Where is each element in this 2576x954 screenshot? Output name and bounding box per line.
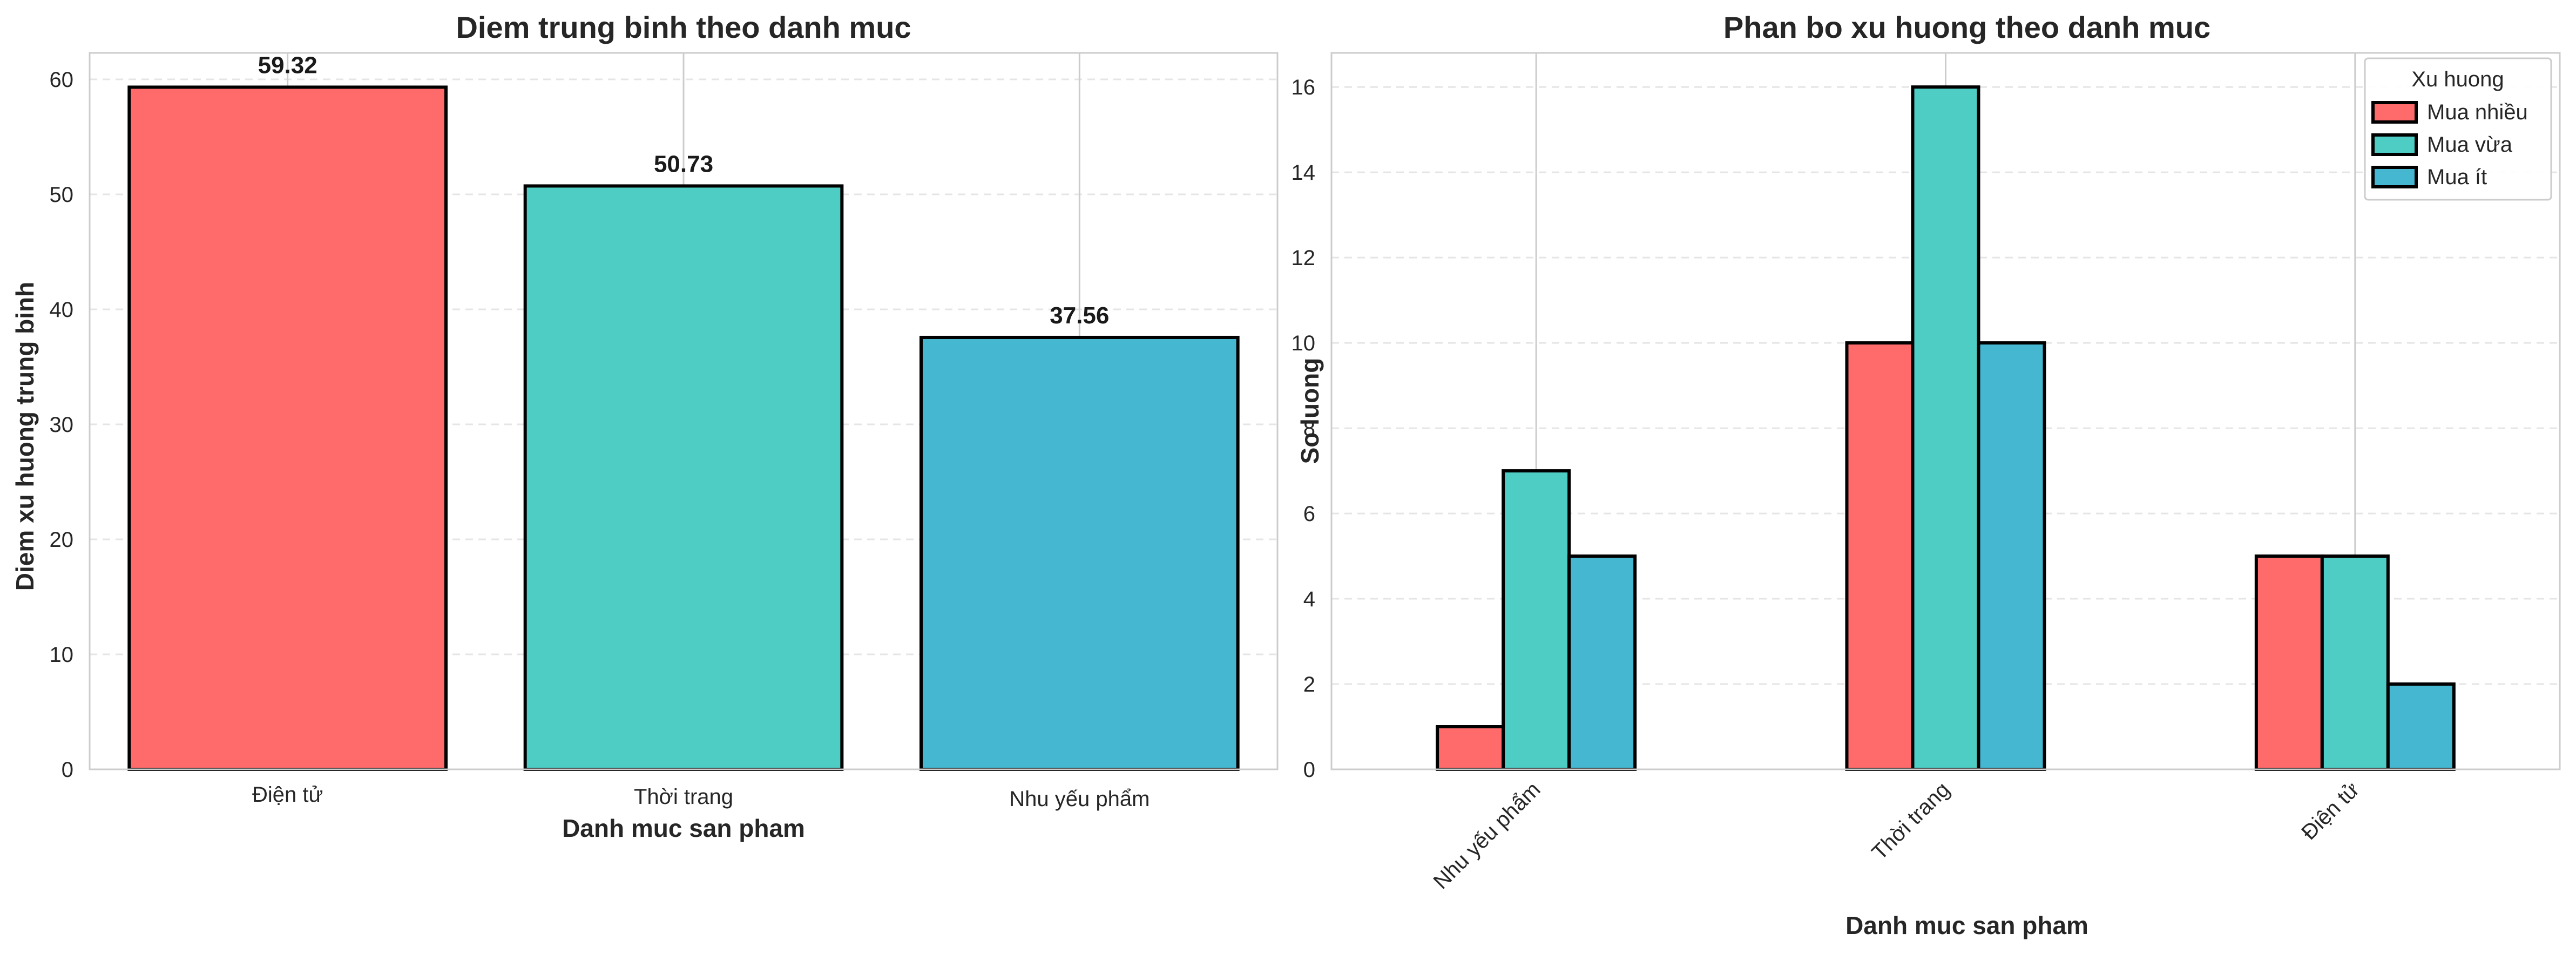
legend-swatch	[2371, 133, 2418, 156]
legend-swatch	[2371, 101, 2418, 124]
chart1-ytick-label: 40	[50, 298, 74, 322]
legend-label: Mua nhiều	[2427, 100, 2528, 124]
chart1-bar-value-label: 50.73	[654, 151, 713, 177]
chart1-value-labels: 59.32 50.73 37.56	[258, 52, 1110, 328]
chart1-frame	[89, 52, 1279, 770]
chart1-ylabel: Diem xu huong trung binh	[11, 282, 39, 591]
chart2-y-ticks: 0 2 4 6 8 10 12 14 16	[1292, 76, 1316, 782]
chart2-ytick-label: 4	[1303, 587, 1315, 611]
chart1-bar	[919, 335, 1240, 771]
chart1-xlabel: Danh muc san pham	[562, 814, 805, 842]
chart2-ytick-label: 2	[1303, 673, 1315, 696]
chart1-ytick-label: 20	[50, 528, 74, 552]
chart2-ytick-label: 6	[1303, 502, 1315, 526]
legend-title: Xu huong	[2411, 67, 2504, 91]
chart1-x-ticks: Điện tử Thời trang Nhu yếu phẩm	[252, 783, 1150, 811]
chart1-bar-value-label: 59.32	[258, 52, 317, 78]
legend-swatch	[2371, 166, 2418, 188]
chart2-bar	[1977, 341, 2046, 771]
chart2-ytick-label: 10	[1292, 331, 1316, 355]
chart1-y-ticks: 0 10 20 30 40 50 60	[50, 68, 74, 782]
legend-items: Mua nhiều Mua vừa Mua ít	[2371, 100, 2528, 189]
chart1-bars	[127, 85, 1240, 771]
chart1-ytick-label: 10	[50, 643, 74, 667]
chart2-bars	[1436, 85, 2456, 772]
chart2-legend: Xu huong Mua nhiều Mua vừa Mua ít	[2364, 57, 2552, 201]
chart2-xlabel: Danh muc san pham	[1845, 911, 2088, 939]
chart1-xtick-label: Nhu yếu phẩm	[1009, 787, 1150, 811]
chart2-bar	[2386, 682, 2456, 771]
chart1-title: Diem trung binh theo danh muc	[456, 10, 911, 44]
chart1-ytick-label: 60	[50, 68, 74, 92]
chart1-bar	[127, 85, 448, 771]
chart2-bar	[1911, 85, 1980, 772]
chart2-bar	[2320, 554, 2390, 772]
chart1-bar	[523, 184, 844, 771]
chart2-ytick-label: 16	[1292, 76, 1316, 99]
legend-box	[2364, 57, 2552, 201]
chart1-ytick-label: 0	[62, 758, 73, 782]
chart2-bar	[1502, 469, 1571, 771]
chart2-bar	[1436, 725, 1505, 772]
avg-score-chart: Diem trung binh theo danh muc Danh muc s…	[11, 10, 1279, 842]
chart2-title: Phan bo xu huong theo danh muc	[1723, 10, 2210, 44]
chart2-ytick-label: 0	[1303, 758, 1315, 782]
chart2-frame	[1330, 52, 2561, 770]
legend-label: Mua vừa	[2427, 133, 2513, 157]
chart2-bar	[1567, 554, 1637, 772]
chart2-bar	[1845, 341, 1915, 771]
chart2-ytick-label: 8	[1303, 417, 1315, 441]
chart2-ylabel: So luong	[1296, 358, 1324, 464]
legend-label: Mua ít	[2427, 165, 2487, 189]
chart1-xtick-label: Thời trang	[634, 785, 733, 809]
chart2-ytick-label: 14	[1292, 161, 1316, 185]
chart1-bar-value-label: 37.56	[1050, 302, 1109, 329]
chart1-xtick-label: Điện tử	[252, 783, 323, 807]
chart1-ytick-label: 30	[50, 413, 74, 437]
chart2-bar	[2254, 554, 2324, 772]
chart2-ytick-label: 12	[1292, 246, 1316, 270]
chart1-ytick-label: 50	[50, 183, 74, 207]
